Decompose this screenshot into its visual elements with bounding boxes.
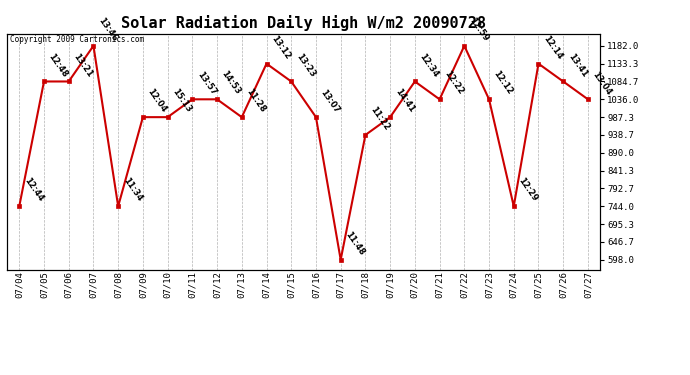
Text: 13:07: 13:07 [319,87,342,114]
Text: 11:22: 11:22 [368,105,391,132]
Text: 12:29: 12:29 [517,176,540,204]
Text: 15:13: 15:13 [170,87,193,114]
Text: 14:53: 14:53 [220,69,243,96]
Text: 12:14: 12:14 [541,34,564,61]
Text: 13:57: 13:57 [195,70,218,96]
Text: 13:21: 13:21 [72,52,95,79]
Text: 11:48: 11:48 [344,230,366,257]
Text: 13:04: 13:04 [591,70,613,96]
Text: 12:12: 12:12 [492,69,515,96]
Text: 12:59: 12:59 [467,16,490,43]
Text: 13:46: 13:46 [96,16,119,43]
Text: 11:28: 11:28 [244,87,267,114]
Text: Copyright 2009 Cartronics.com: Copyright 2009 Cartronics.com [10,35,144,44]
Text: 12:48: 12:48 [47,52,70,79]
Text: 12:04: 12:04 [146,87,168,114]
Text: 12:44: 12:44 [22,176,45,204]
Text: 11:34: 11:34 [121,176,144,204]
Text: 13:12: 13:12 [269,34,292,61]
Text: 14:41: 14:41 [393,87,415,114]
Text: 13:23: 13:23 [294,52,317,79]
Title: Solar Radiation Daily High W/m2 20090728: Solar Radiation Daily High W/m2 20090728 [121,15,486,31]
Text: 12:34: 12:34 [417,52,440,79]
Text: 12:22: 12:22 [442,69,465,96]
Text: 13:41: 13:41 [566,52,589,79]
